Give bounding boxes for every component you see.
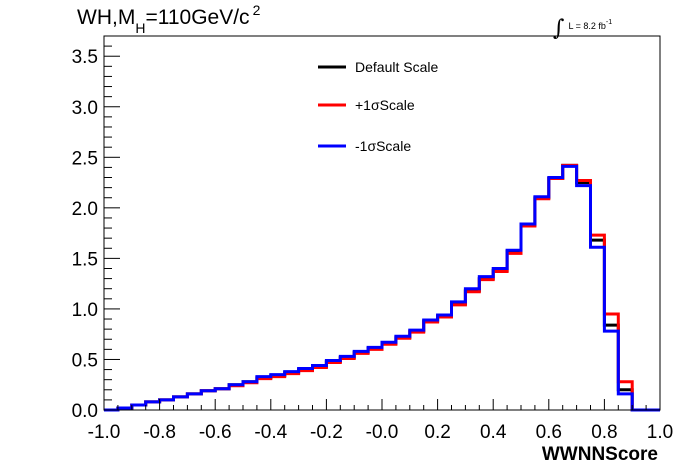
y-tick-label: 0.0 (72, 401, 98, 422)
luminosity-superscript: -1 (605, 19, 613, 26)
series-line-1 (104, 163, 660, 412)
title-superscript: 2 (252, 2, 261, 18)
integral-symbol: ∫ (553, 16, 565, 41)
y-tick-label: 2.5 (72, 148, 98, 169)
legend-label: +1σScale (355, 97, 415, 113)
x-tick-label: -0.8 (143, 422, 176, 443)
x-tick-label: -1.0 (88, 422, 121, 443)
plot-frame (103, 35, 661, 411)
x-tick-label: 1.0 (647, 422, 673, 443)
y-tick-label: 2.0 (72, 199, 98, 220)
legend-label: Default Scale (355, 59, 438, 75)
legend-label: -1σScale (355, 138, 411, 154)
y-tick-label: 0.5 (72, 350, 98, 371)
chart-title: WH,MH=110GeV/c 2 (77, 2, 260, 36)
y-tick-label: 1.5 (72, 249, 98, 270)
title-subscript: H (135, 20, 146, 36)
x-tick-label: -0.6 (199, 422, 232, 443)
y-tick-label: 1.0 (72, 300, 98, 321)
x-tick-label: -0.4 (254, 422, 287, 443)
x-tick-label: 0.4 (480, 422, 507, 443)
y-tick-label: 3.5 (72, 47, 98, 68)
x-tick-label: 0.8 (591, 422, 617, 443)
y-tick-label: 3.0 (72, 98, 98, 119)
luminosity-label: ∫ L = 8.2 fb-1 (553, 10, 613, 41)
x-tick-label: 0.6 (536, 422, 562, 443)
x-tick-label: -0.0 (366, 422, 399, 443)
x-tick-label: 0.2 (424, 422, 450, 443)
x-tick-label: -0.2 (310, 422, 343, 443)
series-line-2 (104, 164, 660, 412)
x-axis-label: WWNNScore (542, 444, 658, 465)
series-line-0 (104, 163, 660, 412)
luminosity-text: L = 8.2 fb (568, 21, 606, 31)
title-rest-text: =110GeV/c (145, 6, 250, 29)
title-main-text: WH,M (77, 6, 136, 29)
